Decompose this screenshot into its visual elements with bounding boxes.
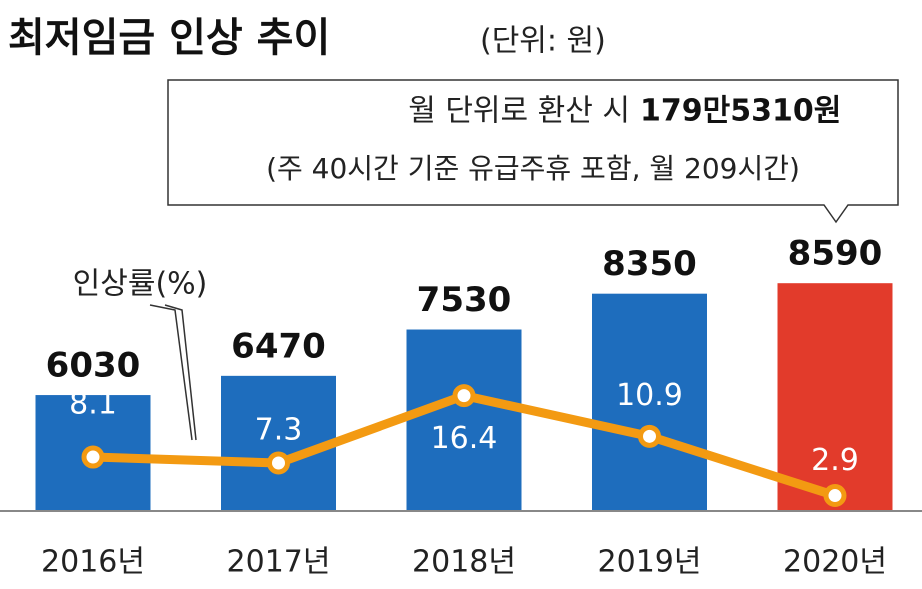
note-text: 월 단위로 환산 시 <box>408 94 630 129</box>
unit-label: (단위: 원) <box>480 24 606 59</box>
line-value-label: 7.3 <box>255 412 303 447</box>
line-marker <box>81 445 105 469</box>
line-legend: 인상률(%) <box>73 267 208 302</box>
bar-value-label: 7530 <box>417 280 512 320</box>
x-tick-label: 2019년 <box>598 545 702 580</box>
chart-title: 최저임금 인상 추이 <box>8 15 330 61</box>
line-marker <box>638 424 661 448</box>
bar-value-label: 6030 <box>46 346 141 386</box>
bar-value-label: 8590 <box>788 234 883 274</box>
x-tick-label: 2018년 <box>412 545 516 580</box>
line-value-label: 8.1 <box>69 387 117 422</box>
line-marker <box>823 484 847 508</box>
line-marker <box>452 384 476 408</box>
bar <box>406 329 522 510</box>
bar <box>221 375 336 510</box>
note-text: (주 40시간 기준 유급주휴 포함, 월 209시간) <box>266 152 800 185</box>
line-value-label: 16.4 <box>431 421 498 456</box>
line-value-label: 10.9 <box>616 378 683 413</box>
legend-leader <box>164 304 197 441</box>
bar <box>777 283 893 510</box>
bar-value-label: 8350 <box>602 244 697 284</box>
x-tick-label: 2016년 <box>41 545 145 580</box>
line-value-label: 2.9 <box>811 443 859 478</box>
bar-value-label: 6470 <box>231 326 326 366</box>
x-tick-label: 2020년 <box>783 545 887 580</box>
x-tick-label: 2017년 <box>227 545 331 580</box>
note-highlight: 179만5310원 <box>640 94 841 129</box>
line-marker <box>267 451 290 475</box>
bar <box>592 293 707 510</box>
callout-box <box>167 79 899 224</box>
legend-leader <box>149 304 193 441</box>
